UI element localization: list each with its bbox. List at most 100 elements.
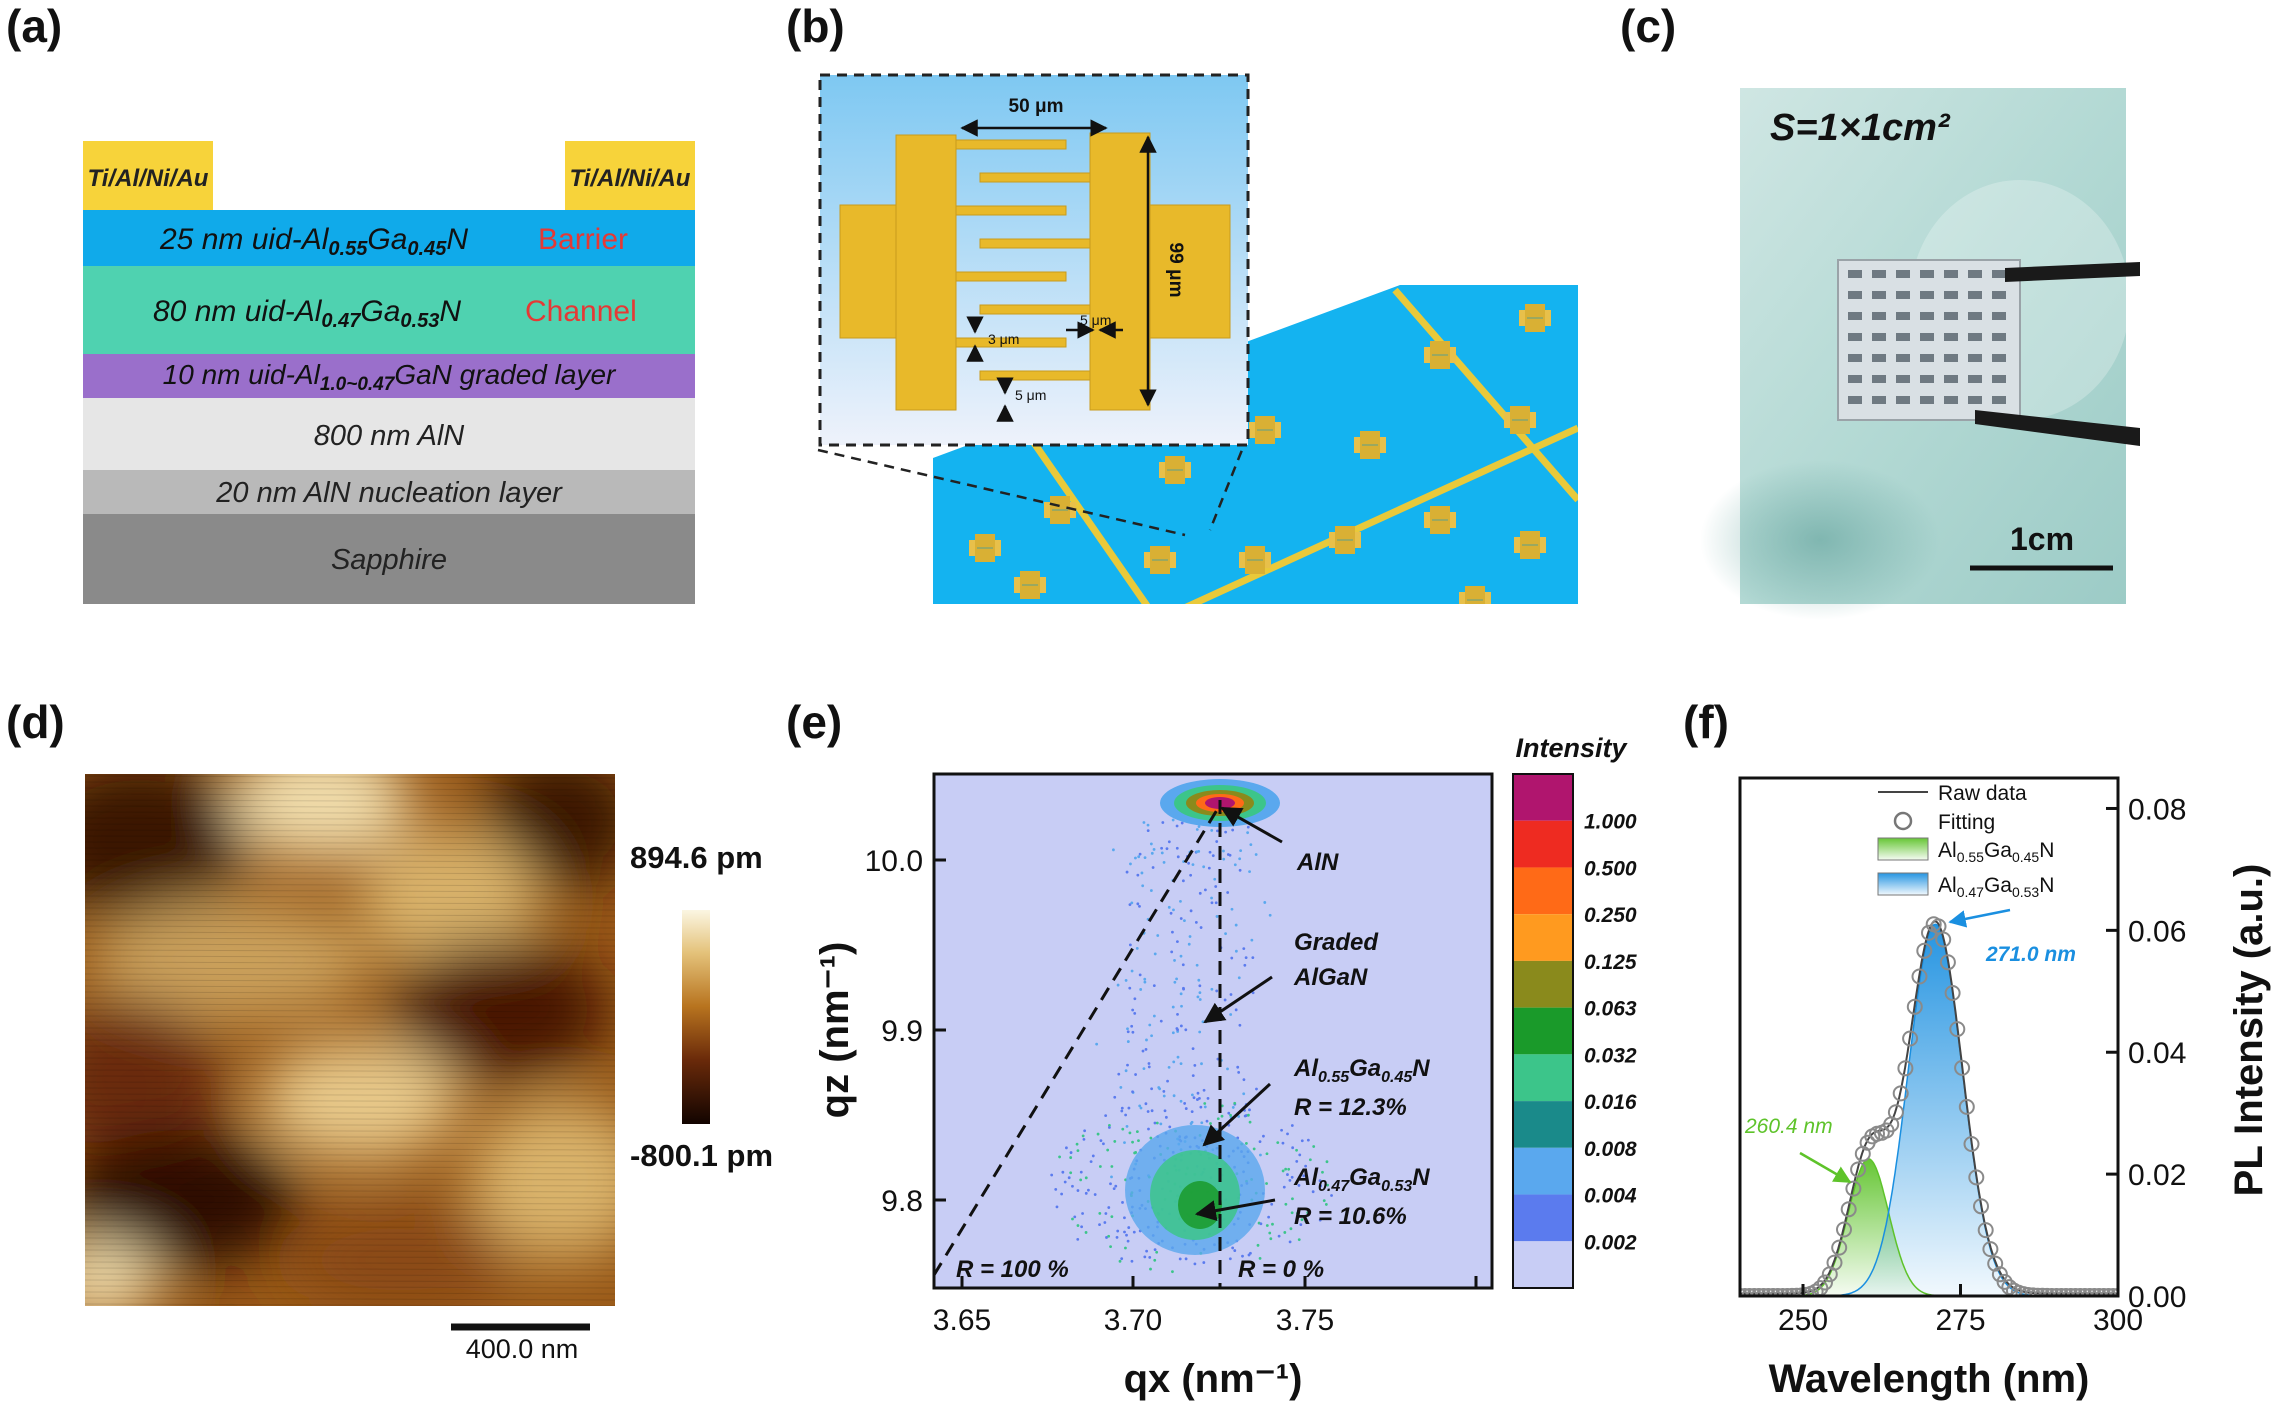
rsm-dot <box>1069 1156 1073 1159</box>
chip-device <box>1920 375 1934 383</box>
chip-device <box>1872 396 1886 404</box>
rsm-dot <box>1131 1030 1135 1034</box>
scan-line <box>85 1045 615 1049</box>
rsm-dot <box>1203 1105 1207 1109</box>
rsm-dot <box>1216 829 1219 833</box>
rsm-dot <box>1205 1119 1209 1123</box>
chip-device <box>1896 333 1910 341</box>
rsm-dot <box>1251 991 1255 995</box>
rsm-dot <box>1296 1211 1299 1215</box>
finger-left <box>955 205 1067 216</box>
peak2-arrow <box>1948 908 2011 928</box>
rsm-dot <box>1228 853 1232 857</box>
dim-height-label: 99 μm <box>1165 243 1186 298</box>
chip-device <box>1968 270 1982 278</box>
rsm-dot <box>1321 1170 1324 1174</box>
chip-device <box>1992 291 2006 299</box>
rsm-dot <box>1281 1169 1285 1173</box>
fit-marker <box>1892 1085 1909 1102</box>
finger-left <box>955 337 1067 348</box>
rsm-dot <box>1107 1206 1111 1209</box>
rsm-dot <box>1126 1027 1129 1031</box>
rsm-dot <box>1110 1165 1114 1168</box>
rsm-dot <box>1148 1255 1152 1259</box>
rsm-dot <box>1130 1259 1134 1263</box>
rsm-dot <box>1298 1153 1302 1157</box>
rsm-dot <box>1179 1024 1183 1028</box>
scan-line <box>85 1243 615 1247</box>
fit-marker <box>2006 1282 2022 1296</box>
rsm-dot <box>1214 901 1218 905</box>
chip-device <box>1944 333 1958 341</box>
chip-device <box>1992 333 2006 341</box>
rsm-dot <box>1171 930 1174 934</box>
rsm-dot <box>1130 901 1134 905</box>
rsm-dot <box>1129 862 1132 866</box>
wafer-device <box>1424 341 1456 369</box>
pl-ytick-label: 0.00 <box>2128 1281 2186 1314</box>
rsm-dot <box>1176 1028 1179 1032</box>
colorbar-segment <box>1513 1054 1573 1102</box>
scan-line <box>85 913 615 917</box>
rsm-dot <box>1282 1185 1286 1189</box>
rsm-dot <box>1067 1176 1071 1180</box>
rsm-dot <box>1242 1078 1246 1082</box>
rsm-dot <box>1143 1255 1147 1259</box>
rsm-dot <box>1215 840 1219 843</box>
fit-marker <box>1939 954 1956 971</box>
rsm-dot <box>1290 1124 1294 1127</box>
rsm-dot <box>1230 907 1234 911</box>
chip-device <box>1992 354 2006 362</box>
rsm-dot <box>1125 1124 1129 1128</box>
rsm-dot <box>1149 1136 1153 1140</box>
rsm-dot <box>1187 861 1190 865</box>
wafer-device <box>1044 496 1076 524</box>
rsm-dot <box>1137 1139 1140 1143</box>
chip-device <box>1920 354 1934 362</box>
scan-line <box>85 883 615 887</box>
rsm-dot <box>1277 1234 1281 1238</box>
rsm-dot <box>1197 978 1201 982</box>
finger-right <box>979 370 1091 381</box>
rsm-dot <box>1189 873 1193 877</box>
rsm-dot <box>1248 870 1251 873</box>
rsm-dot <box>1224 830 1228 834</box>
rsm-dot <box>1276 1141 1280 1145</box>
rsm-dot <box>1330 1194 1333 1197</box>
chip-device <box>1920 333 1934 341</box>
pl-xtick-label: 250 <box>1778 1304 1828 1337</box>
scan-line <box>85 1219 615 1223</box>
fit-marker <box>1973 1198 1989 1215</box>
rsm-dot <box>1103 1221 1107 1224</box>
rsm-dot <box>1234 923 1238 927</box>
rsm-dot <box>1153 1258 1157 1262</box>
scan-line <box>85 937 615 941</box>
afm-scale-label: 400.0 nm <box>466 1334 579 1364</box>
photo-scale-label: 1cm <box>2010 521 2074 557</box>
rsm-dot <box>1142 1067 1146 1071</box>
rsm-dot <box>1312 1145 1316 1148</box>
rsm-dot <box>1210 896 1213 900</box>
rsm-dot <box>1061 1170 1065 1174</box>
scan-line <box>85 1165 615 1169</box>
chip-device <box>1872 333 1886 341</box>
scan-line <box>85 1039 615 1043</box>
pl-xlabel: Wavelength (nm) <box>1769 1357 2090 1401</box>
fit-marker <box>1887 1104 1904 1121</box>
rsm-dot <box>1200 1121 1204 1125</box>
scan-line <box>85 841 615 845</box>
rsm-dot <box>1213 877 1217 881</box>
finger-right <box>979 172 1091 183</box>
colorbar-segment <box>1513 774 1573 821</box>
fit-marker <box>2058 1288 2074 1296</box>
finger-left <box>955 271 1067 282</box>
afm-colorbar <box>682 910 710 1124</box>
fit-marker <box>1740 1288 1753 1296</box>
rsm-dot <box>1081 1134 1085 1138</box>
rsm-dot <box>1146 823 1150 827</box>
rsm-dot <box>1138 852 1142 856</box>
fit-marker <box>1954 1059 1971 1076</box>
rsm-dot <box>1259 1153 1262 1157</box>
rsm-dot <box>1098 1211 1102 1215</box>
rsm-ytick-3: 9.8 <box>881 1185 923 1218</box>
